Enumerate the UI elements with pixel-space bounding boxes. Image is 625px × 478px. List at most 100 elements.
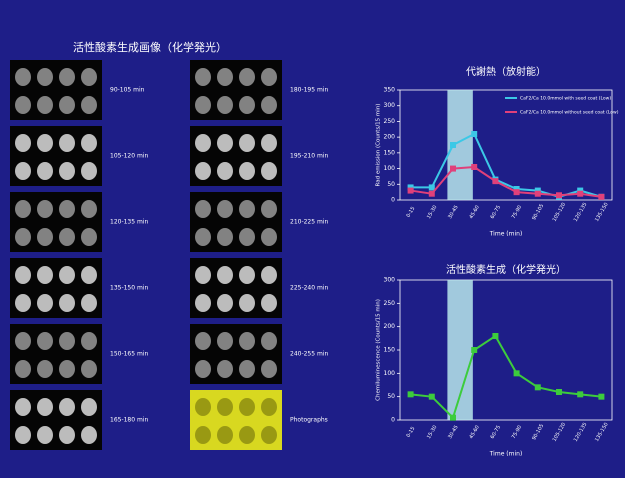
heading: 活性酸素生成画像（化学発光） bbox=[73, 40, 227, 54]
seed bbox=[81, 294, 97, 312]
seed bbox=[81, 134, 97, 152]
seed bbox=[195, 200, 211, 218]
point bbox=[450, 142, 456, 148]
panel-label: 135-150 min bbox=[110, 285, 148, 292]
y-axis-label: Rad emission (Counts/15 min) bbox=[376, 104, 382, 187]
seed bbox=[59, 426, 75, 444]
legend-label: CaF2/Ca 10.0mmol without seed coat (Low) bbox=[520, 110, 619, 116]
seed bbox=[239, 68, 255, 86]
seed bbox=[37, 134, 53, 152]
seed bbox=[217, 360, 233, 378]
seed bbox=[217, 162, 233, 180]
seed bbox=[217, 96, 233, 114]
seed bbox=[15, 162, 31, 180]
point bbox=[535, 191, 541, 197]
seed bbox=[37, 162, 53, 180]
point bbox=[429, 184, 435, 190]
seed bbox=[261, 162, 277, 180]
y-tick-label: 100 bbox=[384, 370, 396, 377]
seed bbox=[15, 200, 31, 218]
y-tick-label: 150 bbox=[384, 347, 396, 354]
panel-label: 105-120 min bbox=[110, 153, 148, 160]
point bbox=[408, 188, 414, 194]
panel-label: 195-210 min bbox=[290, 153, 328, 160]
y-axis-label: Chemiluminescence (Counts/15 min) bbox=[376, 299, 382, 401]
seed bbox=[217, 398, 233, 416]
panel-label: 90-105 min bbox=[110, 87, 145, 94]
seed bbox=[239, 96, 255, 114]
point bbox=[598, 394, 604, 400]
seed bbox=[81, 426, 97, 444]
seed bbox=[15, 360, 31, 378]
chart-title: 活性酸素生成（化学発光） bbox=[446, 263, 566, 276]
seed bbox=[195, 332, 211, 350]
point bbox=[429, 191, 435, 197]
seed bbox=[59, 134, 75, 152]
seed bbox=[239, 228, 255, 246]
seed bbox=[81, 200, 97, 218]
seed bbox=[261, 200, 277, 218]
seed bbox=[217, 134, 233, 152]
y-tick-label: 100 bbox=[384, 165, 396, 172]
panel-label: 150-165 min bbox=[110, 351, 148, 358]
point bbox=[535, 384, 541, 390]
seed bbox=[239, 332, 255, 350]
seed bbox=[15, 332, 31, 350]
seed bbox=[239, 162, 255, 180]
seed bbox=[195, 398, 211, 416]
seed bbox=[59, 162, 75, 180]
seed bbox=[37, 68, 53, 86]
slide: 活性酸素生成画像（化学発光） 90-105 min 105-120 min 120-… bbox=[0, 0, 625, 474]
point bbox=[471, 131, 477, 137]
x-axis-label: Time (min) bbox=[489, 231, 523, 238]
seed bbox=[195, 68, 211, 86]
seed bbox=[195, 294, 211, 312]
seed bbox=[37, 332, 53, 350]
seed bbox=[37, 398, 53, 416]
seed bbox=[261, 266, 277, 284]
point bbox=[450, 166, 456, 172]
seed bbox=[195, 266, 211, 284]
seed bbox=[59, 360, 75, 378]
seed bbox=[59, 294, 75, 312]
y-tick-label: 300 bbox=[384, 277, 396, 284]
seed bbox=[239, 426, 255, 444]
y-tick-label: 300 bbox=[384, 102, 396, 109]
seed bbox=[59, 332, 75, 350]
point bbox=[492, 178, 498, 184]
point bbox=[514, 370, 520, 376]
y-tick-label: 350 bbox=[384, 87, 396, 94]
seed bbox=[15, 426, 31, 444]
seed bbox=[15, 266, 31, 284]
seed bbox=[195, 96, 211, 114]
seed bbox=[15, 96, 31, 114]
point bbox=[577, 191, 583, 197]
seed bbox=[81, 228, 97, 246]
seed bbox=[261, 228, 277, 246]
point bbox=[471, 347, 477, 353]
panel-label: 120-135 min bbox=[110, 219, 148, 226]
seed bbox=[261, 332, 277, 350]
seed bbox=[15, 398, 31, 416]
seed bbox=[81, 398, 97, 416]
point bbox=[598, 194, 604, 200]
panel-label: Photographs bbox=[290, 417, 328, 424]
seed bbox=[195, 162, 211, 180]
y-tick-label: 50 bbox=[387, 393, 395, 400]
seed bbox=[81, 162, 97, 180]
seed bbox=[59, 266, 75, 284]
seed bbox=[217, 200, 233, 218]
seed bbox=[217, 426, 233, 444]
seed bbox=[81, 96, 97, 114]
point bbox=[556, 192, 562, 198]
seed bbox=[37, 294, 53, 312]
panel-label: 210-225 min bbox=[290, 219, 328, 226]
seed bbox=[217, 332, 233, 350]
chart-title: 代謝熱（放射能） bbox=[466, 65, 546, 78]
x-axis-label: Time (min) bbox=[489, 451, 523, 458]
point bbox=[429, 394, 435, 400]
seed bbox=[195, 360, 211, 378]
y-tick-label: 200 bbox=[384, 134, 396, 141]
seed bbox=[239, 200, 255, 218]
seed bbox=[15, 68, 31, 86]
